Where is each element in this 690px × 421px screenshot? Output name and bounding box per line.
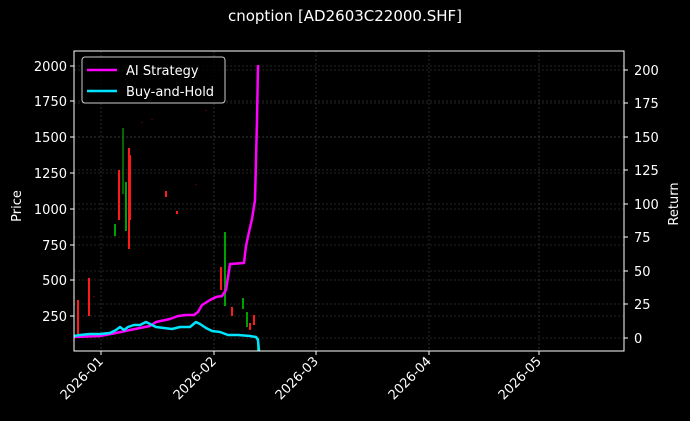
chart-title: cnoption [AD2603C22000.SHF]	[227, 7, 463, 25]
x-tick-label: 2026-02	[171, 354, 220, 403]
y-axis-label: Price	[10, 190, 25, 222]
candlesticks	[77, 110, 259, 351]
buy-and-hold-line	[73, 320, 261, 352]
y-tick-label: 750	[42, 239, 67, 254]
y-tick-label: 2000	[34, 60, 67, 75]
legend-label-ai-strategy: AI Strategy	[126, 64, 199, 79]
plot-frame	[73, 50, 625, 352]
x-axis	[100, 351, 540, 355]
y-tick-label: 500	[42, 274, 67, 289]
y2-tick-label: 25	[634, 298, 651, 313]
y-tick-label: 1750	[34, 95, 67, 110]
y2-tick-label: 0	[634, 332, 642, 347]
x-tick-label: 2026-04	[386, 354, 435, 403]
legend: AI Strategy Buy-and-Hold	[81, 56, 226, 104]
y2-tick-label: 100	[634, 198, 659, 213]
y2-tick-label: 200	[634, 64, 659, 79]
y-tick-label: 250	[42, 310, 67, 325]
legend-label-buy-and-hold: Buy-and-Hold	[126, 85, 214, 100]
y-tick-label: 1500	[34, 131, 67, 146]
y2-tick-label: 50	[634, 265, 651, 280]
y-tick-label: 1000	[34, 203, 67, 218]
y2-tick-label: 125	[634, 164, 659, 179]
y2-tick-label: 175	[634, 97, 659, 112]
x-tick-label: 2026-05	[496, 354, 545, 403]
ai-strategy-line	[73, 64, 260, 339]
x-tick-label: 2026-03	[273, 354, 322, 403]
y-axis-right	[624, 69, 628, 339]
y-axis-left	[70, 65, 74, 317]
y2-tick-label: 150	[634, 131, 659, 146]
y2-axis-label: Return	[667, 182, 682, 225]
x-tick-label: 2026-01	[58, 354, 107, 403]
y-tick-label: 1250	[34, 167, 67, 182]
y2-tick-label: 75	[634, 231, 651, 246]
